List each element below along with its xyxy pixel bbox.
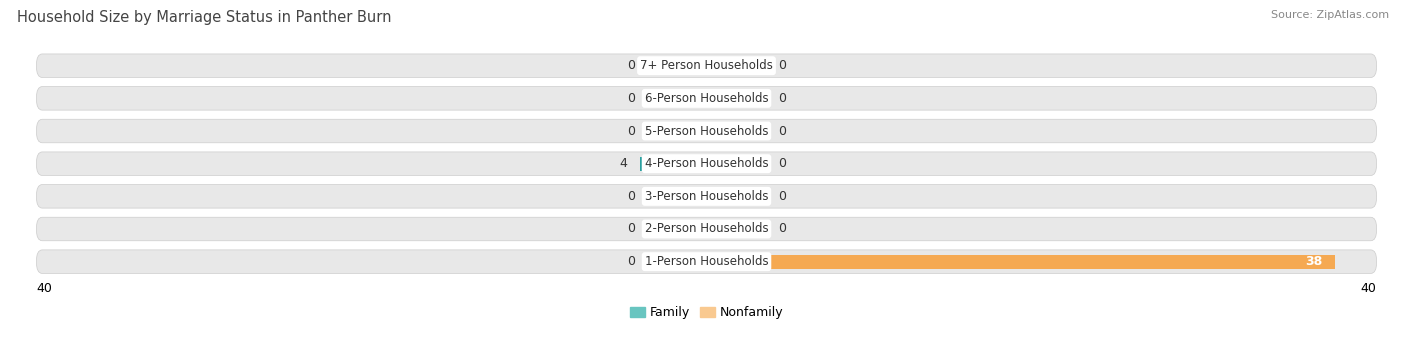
Bar <box>707 255 1336 268</box>
FancyBboxPatch shape <box>37 250 1376 273</box>
FancyBboxPatch shape <box>37 217 1376 241</box>
Text: 0: 0 <box>627 124 636 137</box>
Text: 0: 0 <box>778 222 786 236</box>
Text: 0: 0 <box>778 92 786 105</box>
FancyBboxPatch shape <box>37 184 1376 208</box>
Text: 0: 0 <box>627 59 636 72</box>
FancyBboxPatch shape <box>37 119 1376 143</box>
Text: 0: 0 <box>778 157 786 170</box>
Text: 0: 0 <box>627 255 636 268</box>
Bar <box>648 190 707 203</box>
Bar <box>648 91 707 105</box>
Text: 0: 0 <box>627 92 636 105</box>
Text: 1-Person Households: 1-Person Households <box>645 255 768 268</box>
Text: Household Size by Marriage Status in Panther Burn: Household Size by Marriage Status in Pan… <box>17 10 391 25</box>
Bar <box>707 59 765 73</box>
Text: 5-Person Households: 5-Person Households <box>645 124 768 137</box>
Text: 6-Person Households: 6-Person Households <box>645 92 768 105</box>
Text: Source: ZipAtlas.com: Source: ZipAtlas.com <box>1271 10 1389 20</box>
Legend: Family, Nonfamily: Family, Nonfamily <box>624 301 789 324</box>
Bar <box>707 222 765 236</box>
Bar <box>648 255 707 268</box>
Bar <box>648 59 707 73</box>
Bar <box>648 222 707 236</box>
Bar <box>707 157 765 170</box>
FancyBboxPatch shape <box>37 152 1376 175</box>
Bar <box>707 190 765 203</box>
FancyBboxPatch shape <box>37 87 1376 110</box>
Text: 4-Person Households: 4-Person Households <box>645 157 768 170</box>
Text: 7+ Person Households: 7+ Person Households <box>640 59 773 72</box>
Text: 0: 0 <box>778 59 786 72</box>
Text: 3-Person Households: 3-Person Households <box>645 190 768 203</box>
Text: 0: 0 <box>627 222 636 236</box>
Text: 0: 0 <box>778 124 786 137</box>
Text: 0: 0 <box>627 190 636 203</box>
Text: 4: 4 <box>619 157 627 170</box>
Text: 2-Person Households: 2-Person Households <box>645 222 768 236</box>
Bar <box>640 157 707 170</box>
Bar <box>707 91 765 105</box>
FancyBboxPatch shape <box>37 54 1376 77</box>
Text: 0: 0 <box>778 190 786 203</box>
Bar <box>648 124 707 138</box>
Bar <box>707 124 765 138</box>
Text: 38: 38 <box>1305 255 1322 268</box>
